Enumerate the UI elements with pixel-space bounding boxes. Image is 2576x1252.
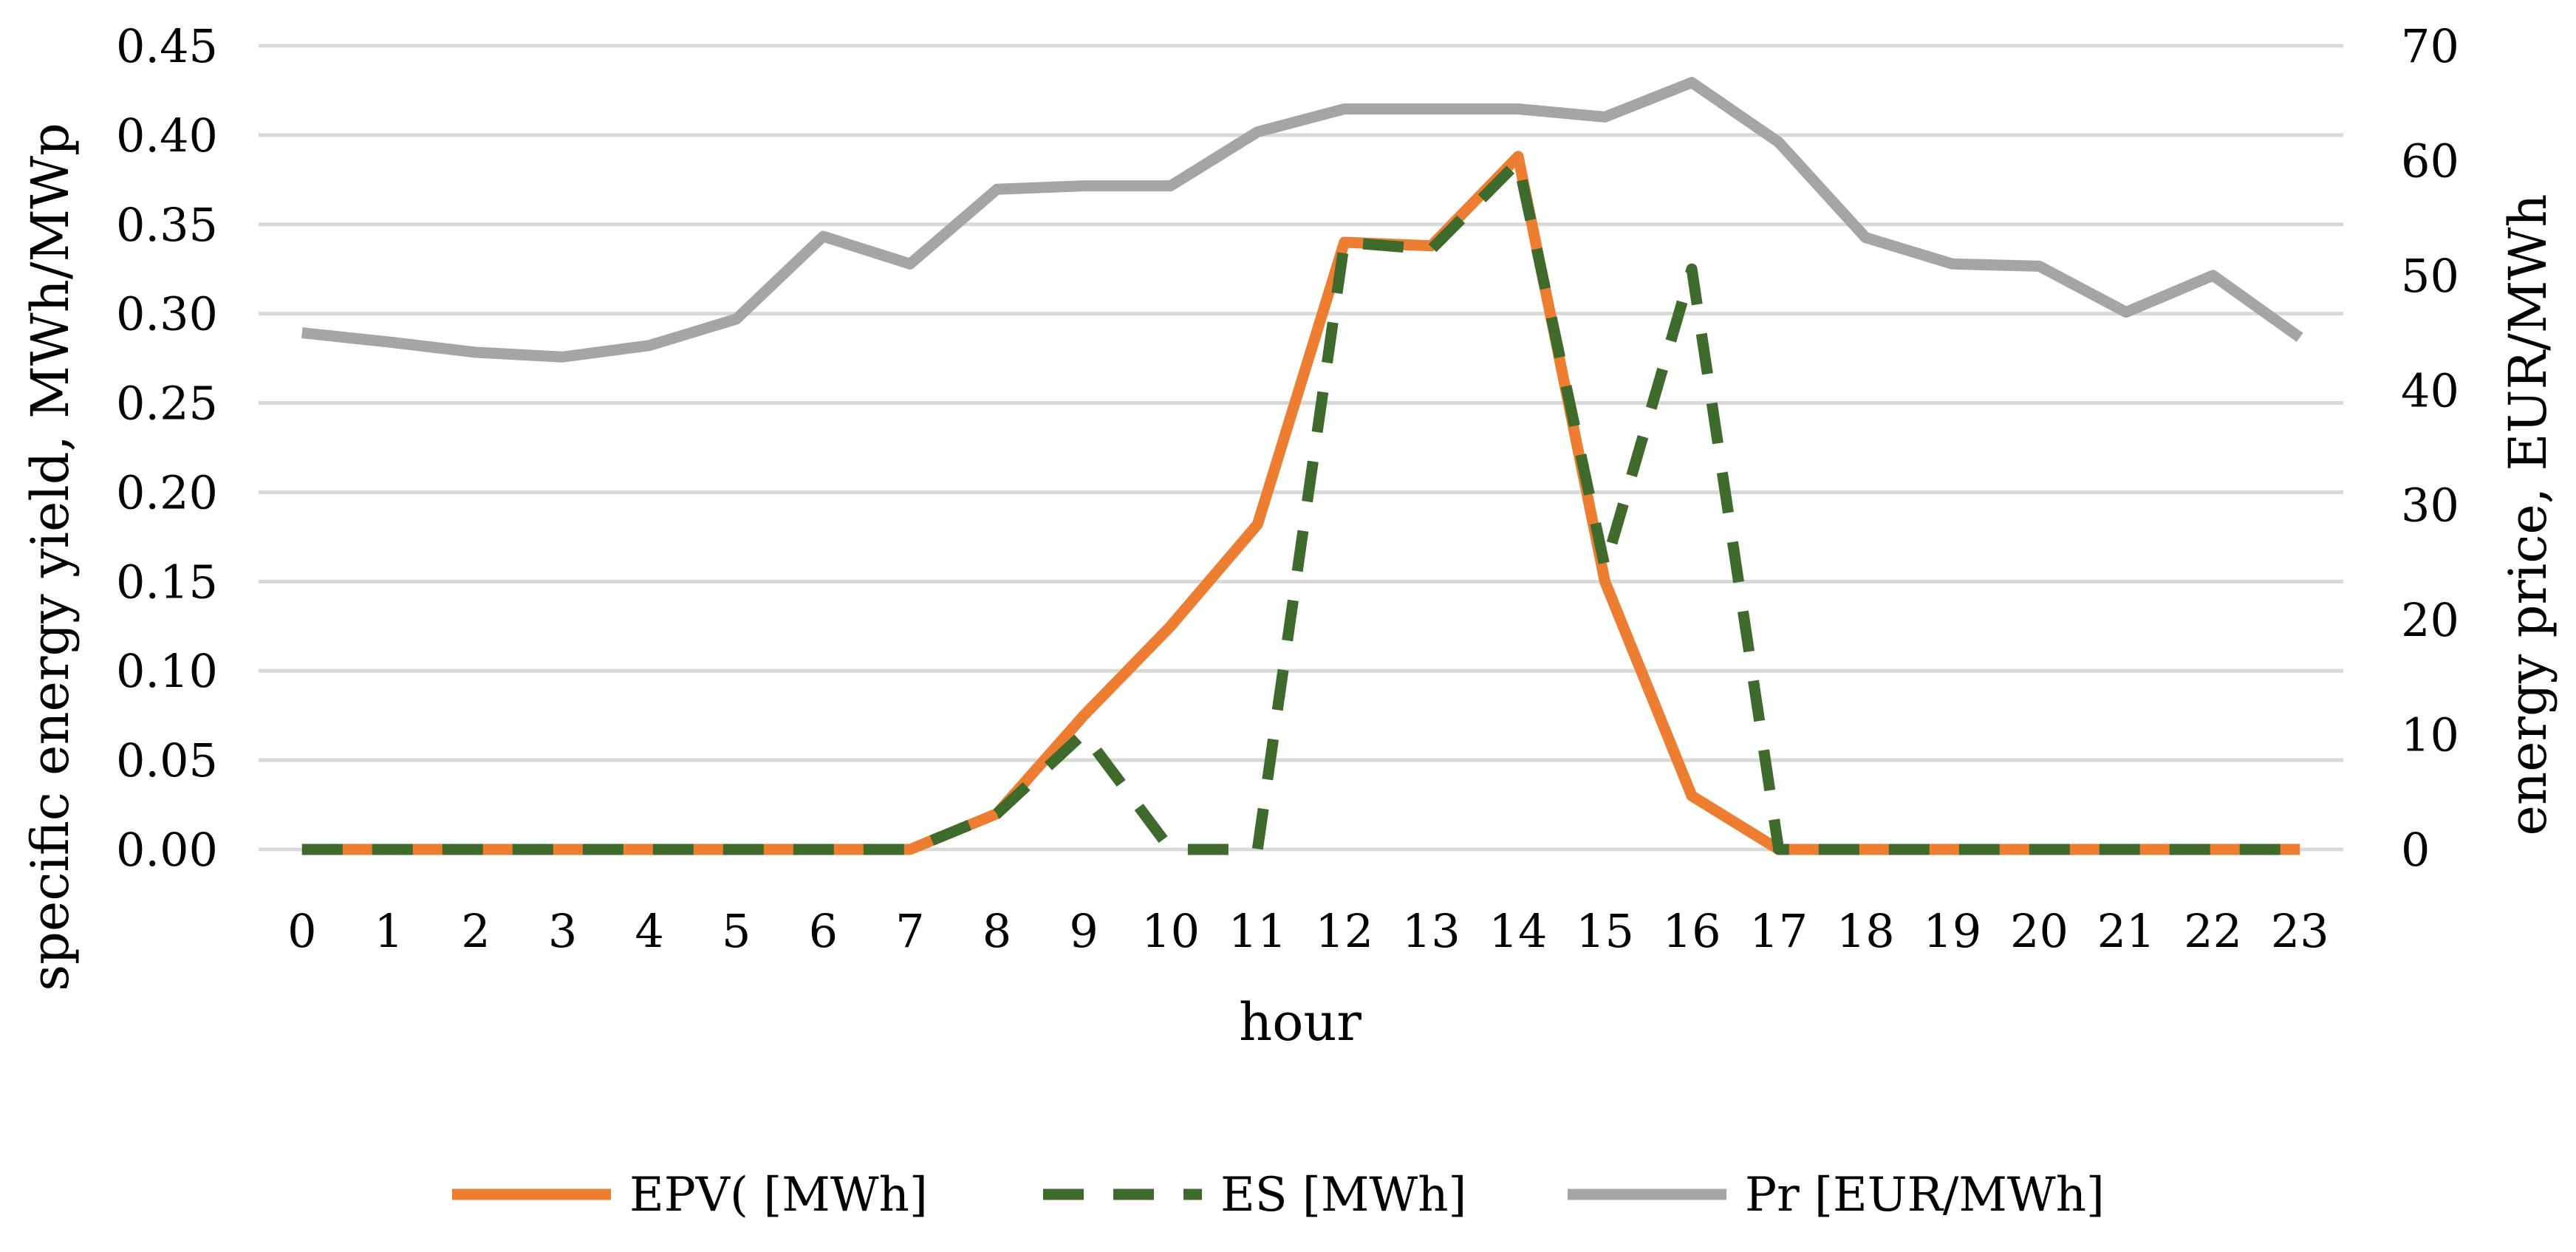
- x-axis-tick-label: 6: [809, 904, 838, 958]
- right-axis-tick-label: 30: [2401, 479, 2459, 533]
- right-axis-tick-label: 70: [2401, 19, 2459, 73]
- legend: EPV( [MWh] ES [MWh] Pr [EUR/MWh]: [452, 1168, 2105, 1222]
- x-axis-tick-label: 14: [1489, 904, 1548, 958]
- right-axis-tick-label: 20: [2401, 593, 2459, 647]
- x-axis-tick-label: 9: [1069, 904, 1098, 958]
- left-axis-tick-label: 0.25: [116, 377, 218, 431]
- legend-label: Pr [EUR/MWh]: [1745, 1168, 2105, 1222]
- x-axis-label: hour: [1239, 992, 1362, 1053]
- x-axis-tick-label: 12: [1315, 904, 1373, 958]
- x-axis-tick-label: 22: [2184, 904, 2242, 958]
- x-axis-tick-label: 15: [1576, 904, 1634, 958]
- right-axis-tick-label: 40: [2401, 363, 2459, 417]
- left-axis-tick-label: 0.00: [116, 823, 218, 877]
- x-axis-tick-label: 3: [548, 904, 577, 958]
- x-axis-tick-label: 10: [1141, 904, 1200, 958]
- gridlines: [259, 44, 2343, 852]
- x-axis-tick-label: 17: [1749, 904, 1808, 958]
- x-axis-tick-labels: 0 1 2 3 4 5 6 7 8 9 10 11 12 13 14 15 16 17 18 19 20 21 22 23: [287, 904, 2329, 958]
- series-line-pr-eur-mwh: [301, 77, 2303, 363]
- right-axis-tick-label: 50: [2401, 249, 2459, 303]
- left-axis-tick-labels: 0.00 0.05 0.10 0.15 0.20 0.25 0.30 0.35 0.40 0.45: [116, 19, 218, 877]
- x-axis-tick-label: 20: [2010, 904, 2068, 958]
- x-axis-tick-label: 11: [1229, 904, 1287, 958]
- series-line-es-mwh: [301, 156, 2300, 855]
- left-axis-tick-label: 0.10: [116, 644, 218, 698]
- series-lines: [301, 77, 2303, 855]
- x-axis-tick-label: 4: [635, 904, 663, 958]
- x-axis-tick-label: 8: [983, 904, 1011, 958]
- left-axis-tick-label: 0.35: [116, 198, 218, 252]
- x-axis-tick-label: 18: [1837, 904, 1895, 958]
- left-axis-tick-label: 0.20: [116, 465, 218, 519]
- x-axis-tick-label: 1: [375, 904, 403, 958]
- x-axis-tick-label: 23: [2271, 904, 2329, 958]
- right-axis-tick-labels: 0 10 20 30 40 50 60 70: [2401, 19, 2459, 877]
- right-axis-label: energy price, EUR/MWh: [2498, 194, 2558, 836]
- left-axis-label: specific energy yield, MWh/MWp: [20, 123, 81, 991]
- right-axis-tick-label: 60: [2401, 134, 2459, 188]
- left-axis-tick-label: 0.30: [116, 287, 218, 341]
- legend-label: ES [MWh]: [1220, 1168, 1466, 1222]
- x-axis-tick-label: 16: [1663, 904, 1721, 958]
- x-axis-tick-label: 5: [722, 904, 751, 958]
- left-axis-tick-label: 0.45: [116, 19, 218, 73]
- right-axis-tick-label: 10: [2401, 708, 2459, 762]
- left-axis-tick-label: 0.15: [116, 555, 218, 609]
- right-axis-tick-label: 0: [2401, 823, 2430, 877]
- legend-label: EPV( [MWh]: [629, 1168, 928, 1222]
- x-axis-tick-label: 0: [287, 904, 316, 958]
- x-axis-tick-label: 7: [895, 904, 924, 958]
- x-axis-tick-label: 19: [1923, 904, 1981, 958]
- x-axis-tick-label: 2: [461, 904, 490, 958]
- x-axis-tick-label: 13: [1402, 904, 1460, 958]
- left-axis-tick-label: 0.40: [116, 109, 218, 163]
- x-axis-tick-label: 21: [2097, 904, 2156, 958]
- left-axis-tick-label: 0.05: [116, 733, 218, 787]
